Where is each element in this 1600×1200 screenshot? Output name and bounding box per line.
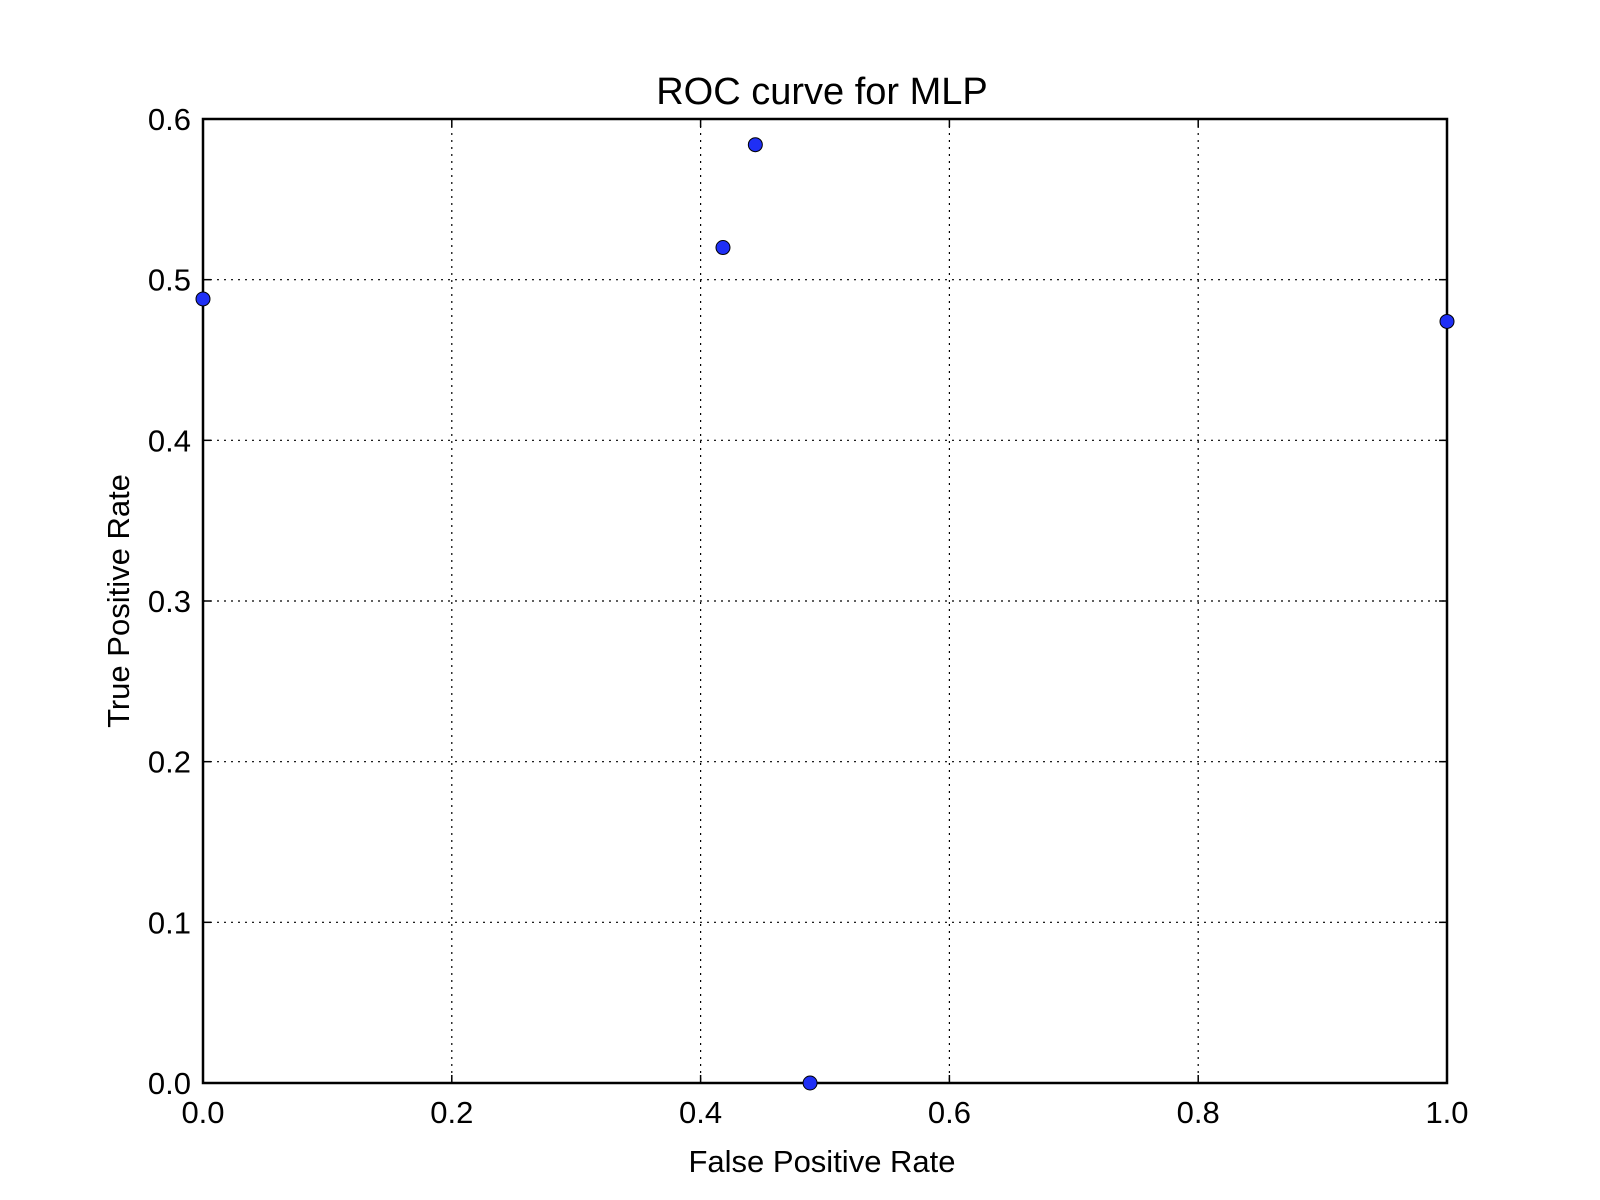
chart-title: ROC curve for MLP xyxy=(656,71,988,113)
y-tick-label: 0.4 xyxy=(148,423,191,458)
grid-layer xyxy=(203,119,1447,1083)
x-tick-label: 0.8 xyxy=(1177,1095,1220,1130)
x-tick-label: 0.0 xyxy=(181,1095,224,1130)
data-point xyxy=(747,137,763,153)
x-tick-label: 0.4 xyxy=(679,1095,722,1130)
point-layer xyxy=(195,137,1455,1091)
x-tick-label: 1.0 xyxy=(1425,1095,1468,1130)
data-point xyxy=(715,240,731,256)
y-tick-label: 0.6 xyxy=(148,102,191,137)
x-tick-label: 0.2 xyxy=(430,1095,473,1130)
y-tick-label: 0.0 xyxy=(148,1066,191,1101)
data-point xyxy=(802,1075,818,1091)
x-tick-label: 0.6 xyxy=(928,1095,971,1130)
y-tick-label: 0.2 xyxy=(148,745,191,780)
y-axis-label: True Positive Rate xyxy=(101,474,136,728)
data-point xyxy=(195,291,211,307)
ticklabel-layer: 0.0 0.2 0.4 0.6 0.8 1.0 0.0 0.1 0.2 0.3 0.4 0.5 0.6 xyxy=(148,102,1469,1130)
plot-frame xyxy=(201,117,1449,1085)
y-tick-label: 0.3 xyxy=(148,584,191,619)
y-tick-label: 0.1 xyxy=(148,905,191,940)
y-tick-label: 0.5 xyxy=(148,263,191,298)
x-axis-label: False Positive Rate xyxy=(688,1144,955,1179)
data-point xyxy=(1439,313,1455,329)
